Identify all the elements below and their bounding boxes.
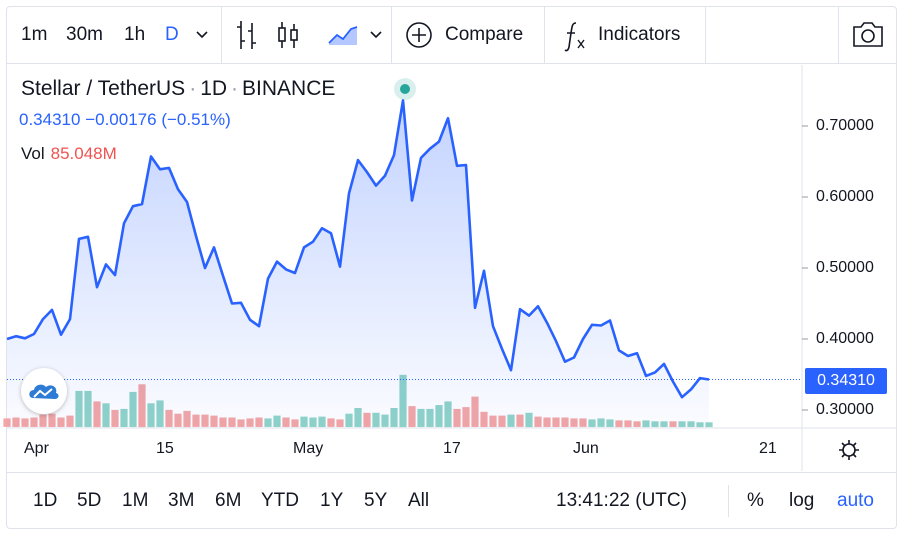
bottom-toolbar: 1D 5D 1M 3M 6M YTD 1Y 5Y All 13:41:22 (U…	[7, 472, 896, 528]
range-6m-button[interactable]: 6M	[215, 490, 242, 511]
range-1m-button[interactable]: 1M	[122, 490, 149, 511]
candles-chart-type-icon[interactable]	[275, 7, 301, 63]
price-axis-ticks	[802, 125, 808, 411]
auto-scale-toggle[interactable]: auto	[837, 490, 874, 511]
interval-dropdown-chevron-icon[interactable]	[195, 7, 215, 63]
compare-plus-icon[interactable]	[405, 7, 435, 63]
price-axis-label: 0.30000	[816, 401, 874, 418]
volume-value: 85.048M	[50, 144, 117, 163]
interval-d-button[interactable]: D	[165, 24, 179, 45]
price-axis-label: 0.40000	[816, 330, 874, 347]
range-3m-button[interactable]: 3M	[168, 490, 195, 511]
interval-1h-button[interactable]: 1h	[124, 24, 146, 45]
percent-scale-toggle[interactable]: %	[747, 490, 764, 511]
price-area-fill	[7, 100, 709, 429]
price-change-percent: (−0.51%)	[161, 110, 231, 129]
time-axis-label: 21	[759, 440, 777, 457]
top-toolbar: 1m 30m 1h D Compare Indicators	[7, 7, 896, 64]
price-change: −0.00176	[85, 110, 157, 129]
last-price-value: 0.34310	[19, 110, 81, 129]
range-5d-button[interactable]: 5D	[77, 490, 102, 511]
time-axis-label: 15	[156, 440, 174, 457]
last-price-tag: 0.34310	[805, 368, 887, 394]
cloud-chart-icon	[29, 384, 59, 399]
time-axis-label: Jun	[573, 440, 599, 457]
symbol-exchange: BINANCE	[242, 77, 336, 100]
price-line	[6, 99, 710, 399]
symbol-name: Stellar / TetherUS	[21, 77, 186, 100]
volume-label: Vol	[21, 144, 45, 163]
interval-30m-button[interactable]: 30m	[66, 24, 103, 45]
range-5y-button[interactable]: 5Y	[364, 490, 388, 511]
time-axis-label: Apr	[24, 440, 49, 457]
time-axis-label: 17	[443, 440, 461, 457]
range-1y-button[interactable]: 1Y	[320, 490, 344, 511]
price-legend: 0.34310 −0.00176 (−0.51%)	[19, 110, 231, 130]
peak-marker	[394, 78, 416, 100]
interval-1m-button[interactable]: 1m	[21, 24, 48, 45]
symbol-legend[interactable]: Stellar / TetherUS · 1D · BINANCE	[21, 77, 336, 100]
price-axis-label: 0.60000	[816, 188, 874, 205]
indicators-fx-icon[interactable]	[562, 7, 590, 63]
area-chart-type-icon[interactable]	[327, 7, 359, 63]
chart-type-chevron-icon[interactable]	[369, 7, 389, 63]
log-scale-toggle[interactable]: log	[789, 490, 815, 511]
compare-button[interactable]: Compare	[445, 24, 524, 45]
camera-icon[interactable]	[851, 7, 885, 63]
indicators-button[interactable]: Indicators	[598, 24, 681, 45]
utc-clock[interactable]: 13:41:22 (UTC)	[556, 490, 687, 511]
symbol-interval: 1D	[200, 77, 228, 100]
time-axis-label: May	[293, 440, 324, 457]
range-1d-button[interactable]: 1D	[33, 490, 58, 511]
range-ytd-button[interactable]: YTD	[261, 490, 299, 511]
price-axis-label: 0.50000	[816, 259, 874, 276]
price-axis-label: 0.70000	[816, 117, 874, 134]
tradingview-logo[interactable]	[21, 368, 67, 414]
bar-chart-type-icon[interactable]	[233, 7, 261, 63]
range-all-button[interactable]: All	[408, 490, 430, 511]
settings-gear-icon[interactable]	[839, 440, 859, 460]
volume-legend[interactable]: Vol 85.048M	[21, 144, 117, 164]
